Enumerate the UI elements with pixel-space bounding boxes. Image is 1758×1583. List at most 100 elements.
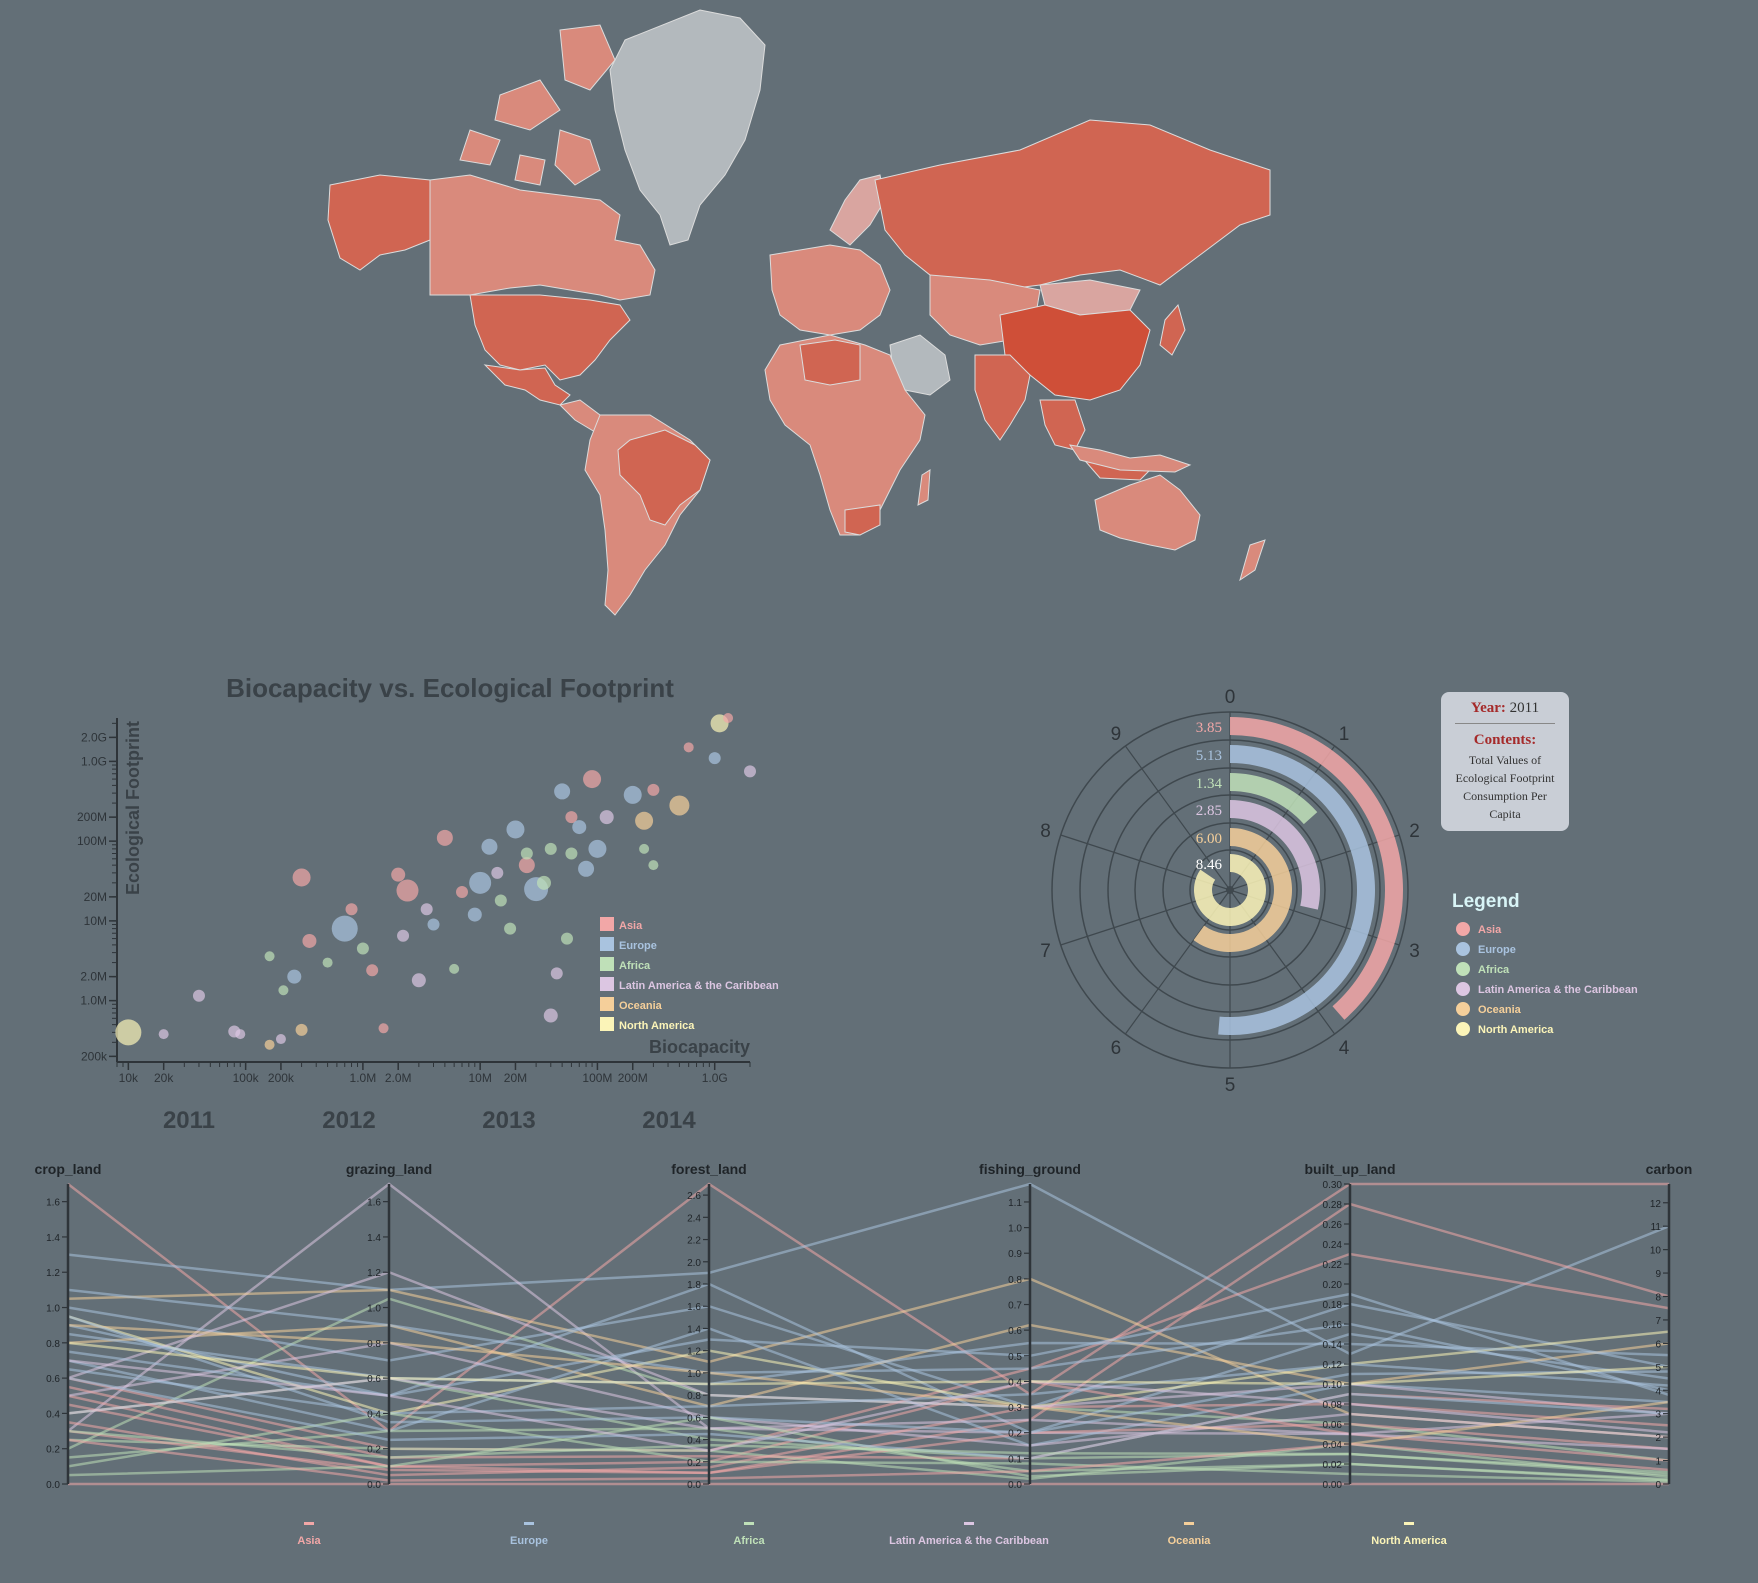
parallel-line[interactable] [67, 1332, 1670, 1386]
scatter-point[interactable] [397, 929, 410, 942]
parallel-line[interactable] [67, 1182, 1669, 1433]
scatter-point[interactable] [723, 713, 734, 723]
scatter-point[interactable] [436, 829, 453, 846]
scatter-point[interactable] [544, 842, 557, 855]
scatter-point[interactable] [264, 951, 275, 962]
scatter-point[interactable] [543, 1008, 558, 1023]
scatter-point[interactable] [491, 866, 504, 879]
country-japan[interactable] [1159, 303, 1186, 356]
parallel-line[interactable] [67, 1292, 1670, 1398]
scatter-point[interactable] [639, 843, 650, 854]
scatter-point[interactable] [648, 860, 659, 871]
parallel-line[interactable] [67, 1422, 1670, 1475]
scatter-point[interactable] [588, 839, 607, 858]
scatter-point[interactable] [504, 922, 517, 935]
scatter-point[interactable] [331, 915, 358, 942]
country-indonesia[interactable] [1068, 444, 1192, 473]
country-brazil[interactable] [617, 429, 711, 526]
scatter-point[interactable] [292, 868, 311, 887]
country-south-africa[interactable] [844, 504, 881, 536]
parallel-line[interactable] [67, 1380, 1670, 1468]
parallel-line[interactable] [67, 1315, 1670, 1415]
scatter-point[interactable] [599, 810, 614, 825]
scatter-point[interactable] [518, 857, 535, 874]
parallel-line[interactable] [67, 1252, 1670, 1452]
scatter-point[interactable] [322, 957, 333, 968]
scatter-point[interactable] [396, 879, 419, 902]
scatter-point[interactable] [647, 783, 660, 796]
scatter-point[interactable] [669, 795, 690, 816]
parallel-line[interactable] [67, 1359, 1670, 1452]
country-india[interactable] [974, 354, 1031, 441]
country-madagascar[interactable] [917, 469, 931, 506]
parallel-line[interactable] [67, 1323, 1670, 1446]
scatter-point[interactable] [420, 903, 433, 916]
scatter-point[interactable] [708, 752, 721, 765]
parallel-line[interactable] [67, 1182, 1670, 1356]
scatter-point[interactable] [554, 783, 571, 800]
scatter-point[interactable] [572, 820, 587, 835]
parallel-line[interactable] [67, 1327, 1670, 1447]
scatter-point[interactable] [378, 1023, 389, 1034]
world-map[interactable] [327, 9, 1271, 616]
parallel-line[interactable] [67, 1362, 1670, 1415]
scatter-point[interactable] [411, 973, 426, 988]
year-button-2014[interactable]: 2014 [642, 1107, 696, 1134]
country-usa-alaska[interactable] [327, 174, 431, 271]
scatter-point[interactable] [467, 907, 482, 922]
scatter-point[interactable] [469, 871, 492, 894]
scatter-point[interactable] [494, 894, 507, 907]
country-usa[interactable] [469, 294, 631, 381]
scatter-point[interactable] [115, 1019, 142, 1046]
scatter-point[interactable] [520, 847, 533, 860]
scatter-point[interactable] [427, 918, 440, 931]
radial-bar[interactable] [1230, 773, 1318, 825]
parallel-line[interactable] [67, 1323, 1670, 1408]
country-north-africa[interactable] [799, 339, 861, 386]
year-selector[interactable]: 2011 2012 2013 2014 [163, 1107, 696, 1134]
parallel-line[interactable] [67, 1288, 1670, 1392]
scatter-point[interactable] [391, 867, 406, 882]
scatter-point[interactable] [506, 820, 525, 839]
country-canada-islands[interactable] [459, 24, 616, 186]
parallel-line[interactable] [67, 1315, 1670, 1434]
scatter-point[interactable] [683, 742, 694, 753]
country-australia[interactable] [1094, 474, 1201, 551]
scatter-point[interactable] [295, 1023, 308, 1036]
radial-bar[interactable] [1193, 828, 1293, 953]
scatter-point[interactable] [356, 942, 369, 955]
scatter-point[interactable] [192, 989, 205, 1002]
radial-bar[interactable] [1193, 854, 1266, 927]
scatter-point[interactable] [264, 1039, 275, 1050]
parallel-line[interactable] [67, 1412, 1670, 1483]
scatter-point[interactable] [275, 1034, 286, 1045]
scatter-point[interactable] [536, 875, 551, 890]
scatter-point[interactable] [550, 967, 563, 980]
scatter-point[interactable] [366, 964, 379, 977]
country-new-zealand[interactable] [1239, 539, 1266, 582]
scatter-point[interactable] [578, 860, 595, 877]
scatter-point[interactable] [235, 1029, 246, 1040]
scatter-point[interactable] [744, 765, 756, 778]
scatter-point[interactable] [278, 985, 289, 996]
scatter-point[interactable] [635, 811, 654, 830]
country-mexico[interactable] [483, 364, 571, 406]
scatter-point[interactable] [481, 838, 498, 855]
scatter-point[interactable] [565, 811, 578, 824]
year-button-2012[interactable]: 2012 [322, 1107, 375, 1134]
parallel-line[interactable] [67, 1270, 1670, 1415]
year-button-2013[interactable]: 2013 [482, 1107, 535, 1134]
scatter-point[interactable] [583, 770, 602, 789]
country-canada[interactable] [429, 174, 656, 301]
scatter-point[interactable] [158, 1029, 169, 1040]
radial-bar[interactable] [1230, 717, 1404, 1020]
country-europe[interactable] [769, 244, 891, 336]
scatter-point[interactable] [456, 886, 469, 899]
scatter-point[interactable] [449, 963, 460, 974]
scatter-point[interactable] [565, 847, 578, 860]
country-russia[interactable] [874, 119, 1271, 291]
parallel-line[interactable] [67, 1376, 1670, 1460]
scatter-point[interactable] [623, 785, 642, 804]
radial-bar[interactable] [1218, 745, 1375, 1035]
parallel-line[interactable] [67, 1438, 1670, 1482]
